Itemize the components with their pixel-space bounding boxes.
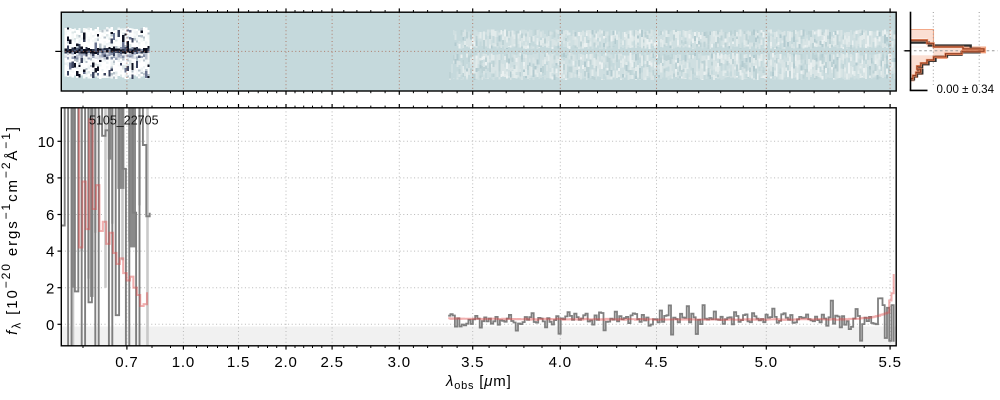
svg-text:3.0: 3.0	[388, 354, 411, 371]
svg-text:6: 6	[46, 207, 54, 224]
svg-text:1.0: 1.0	[172, 354, 195, 371]
svg-text:2.5: 2.5	[320, 354, 343, 371]
svg-text:5.0: 5.0	[755, 354, 778, 371]
svg-text:4.5: 4.5	[645, 354, 668, 371]
svg-text:λobs [μm]: λobs [μm]	[445, 373, 512, 392]
svg-text:10: 10	[38, 134, 55, 151]
svg-text:4: 4	[46, 244, 54, 261]
svg-text:0: 0	[46, 317, 54, 334]
svg-text:8: 8	[46, 171, 54, 188]
svg-text:5.5: 5.5	[878, 354, 901, 371]
svg-text:3.5: 3.5	[461, 354, 484, 371]
svg-text:5105_22705: 5105_22705	[89, 114, 159, 128]
svg-text:4.0: 4.0	[549, 354, 572, 371]
svg-text:0.7: 0.7	[115, 354, 138, 371]
svg-text:1.5: 1.5	[227, 354, 250, 371]
svg-text:fλ [10−20 ergs−1cm−2Å−1]: fλ [10−20 ergs−1cm−2Å−1]	[0, 125, 23, 335]
svg-text:2.0: 2.0	[274, 354, 297, 371]
svg-text:0.00 ± 0.34: 0.00 ± 0.34	[937, 84, 995, 96]
svg-text:2: 2	[46, 280, 54, 297]
